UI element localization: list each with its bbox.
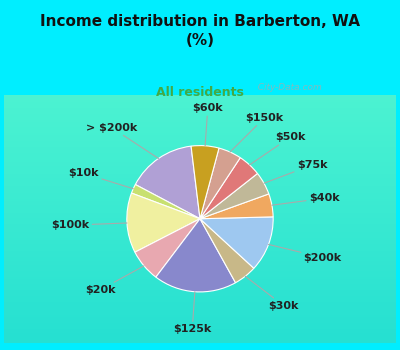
Text: $100k: $100k (51, 220, 127, 230)
Wedge shape (135, 146, 200, 219)
Wedge shape (200, 174, 269, 219)
Wedge shape (200, 194, 273, 219)
Wedge shape (156, 219, 236, 292)
Text: $60k: $60k (192, 103, 223, 146)
Text: $150k: $150k (230, 113, 284, 152)
Text: $30k: $30k (245, 276, 299, 311)
Text: $40k: $40k (272, 193, 339, 205)
Wedge shape (127, 193, 200, 252)
Text: $75k: $75k (264, 160, 327, 183)
Wedge shape (200, 217, 273, 268)
Text: $50k: $50k (250, 132, 305, 165)
Text: $125k: $125k (173, 292, 211, 334)
Text: All residents: All residents (156, 86, 244, 99)
Wedge shape (132, 184, 200, 219)
Wedge shape (200, 219, 254, 283)
Wedge shape (135, 219, 200, 277)
Text: $20k: $20k (85, 266, 144, 295)
Wedge shape (200, 148, 240, 219)
Text: City-Data.com: City-Data.com (252, 83, 321, 92)
Text: $10k: $10k (68, 168, 133, 189)
Text: > $200k: > $200k (86, 122, 158, 159)
Text: $200k: $200k (268, 244, 342, 262)
Wedge shape (191, 146, 219, 219)
Wedge shape (200, 158, 258, 219)
Text: Income distribution in Barberton, WA
(%): Income distribution in Barberton, WA (%) (40, 14, 360, 48)
